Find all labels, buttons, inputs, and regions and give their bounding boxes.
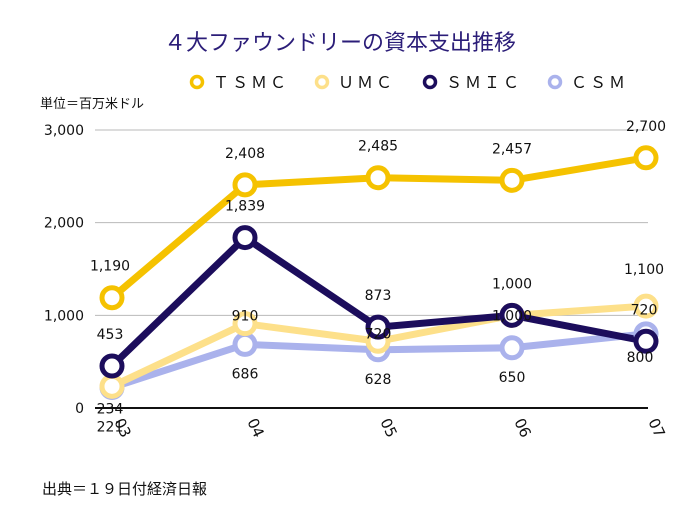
data-label: 1,000: [492, 276, 532, 292]
data-label: 628: [365, 372, 392, 388]
y-tick-label: 3,000: [44, 123, 84, 139]
x-tick-label: 04: [243, 415, 267, 440]
data-label: 234: [97, 401, 124, 417]
data-point: [499, 302, 525, 328]
legend-marker: [547, 74, 563, 90]
data-label: 686: [232, 366, 259, 382]
data-label: 2,457: [492, 141, 532, 157]
series-group: [99, 145, 659, 401]
x-tick-label: 07: [644, 415, 668, 440]
data-point: [633, 145, 659, 171]
data-point: [499, 335, 525, 361]
y-tick-label: 0: [75, 401, 84, 417]
x-axis: 03 04 05 06 07: [110, 415, 668, 440]
data-label: 1,190: [90, 259, 130, 275]
data-label: 1,100: [624, 262, 664, 278]
y-axis: 0 1,000 2,000 3,000: [44, 123, 84, 417]
y-tick-label: 2,000: [44, 216, 84, 232]
data-point: [633, 293, 659, 319]
data-point: [232, 331, 258, 357]
legend-label: ＳＭＩＣ: [446, 73, 522, 92]
source-note: 出典＝１９日付経済日報: [42, 480, 207, 498]
data-labels: 1,190 2,408 2,485 2,457 2,700 234 910 720 1,000 1…: [90, 119, 666, 436]
legend-marker: [314, 74, 330, 90]
data-point: [232, 311, 258, 337]
legend-label: ＣＳＭ: [571, 73, 628, 92]
data-label: 720: [365, 326, 392, 342]
data-point: [633, 328, 659, 354]
data-point: [365, 314, 391, 340]
x-tick-label: 05: [376, 415, 400, 440]
data-point: [232, 225, 258, 251]
data-label: 800: [627, 350, 654, 366]
data-point: [99, 353, 125, 379]
data-label: 2,408: [225, 146, 265, 162]
data-label: 650: [499, 370, 526, 386]
data-label: 2,700: [626, 119, 666, 135]
data-point: [232, 172, 258, 198]
data-label: 221: [97, 420, 124, 436]
legend: ＴＳＭＣ ＵＭＣ ＳＭＩＣ ＣＳＭ: [189, 73, 628, 92]
legend-label: ＵＭＣ: [338, 73, 395, 92]
data-point: [99, 373, 125, 399]
data-point: [365, 165, 391, 191]
data-label: 720: [631, 302, 658, 318]
data-label: 2,485: [358, 139, 398, 155]
x-tick-label: 06: [510, 415, 534, 440]
data-point: [99, 285, 125, 311]
data-label: 453: [97, 327, 124, 343]
chart-title: ４大ファウンドリーの資本支出推移: [164, 31, 516, 56]
data-label: 873: [365, 288, 392, 304]
data-point: [499, 167, 525, 193]
legend-marker: [422, 74, 438, 90]
legend-marker: [189, 74, 205, 90]
data-label: 910: [232, 309, 259, 325]
y-tick-label: 1,000: [44, 308, 84, 324]
legend-label: ＴＳＭＣ: [213, 73, 289, 92]
unit-label: 単位＝百万米ドル: [40, 96, 144, 112]
data-label: 1,839: [225, 199, 265, 215]
data-label: 1,000: [492, 308, 532, 324]
